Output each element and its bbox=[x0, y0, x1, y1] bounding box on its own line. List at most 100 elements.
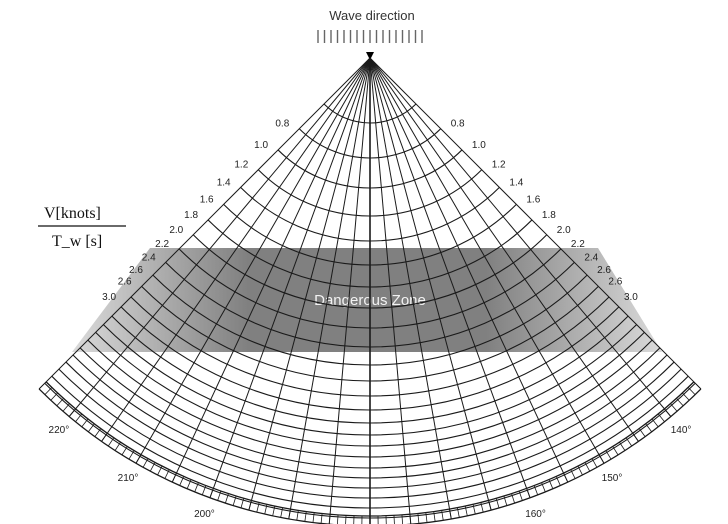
scale-tick bbox=[224, 493, 229, 504]
scale-tick bbox=[612, 446, 619, 456]
scale-tick bbox=[533, 485, 539, 496]
scale-tick bbox=[232, 495, 237, 506]
ratio-label-right: 1.6 bbox=[526, 194, 540, 205]
ratio-label-left: 1.6 bbox=[200, 194, 214, 205]
ratio-label-left: 1.4 bbox=[217, 177, 231, 188]
scale-tick bbox=[526, 488, 531, 498]
ratio-label-left: 3.0 bbox=[102, 292, 116, 303]
scale-tick bbox=[632, 432, 639, 442]
angle-label: 220° bbox=[49, 425, 70, 436]
polar-spoke bbox=[328, 57, 371, 524]
polar-spoke bbox=[369, 57, 672, 417]
scale-tick bbox=[664, 408, 672, 417]
ratio-label-left: 1.2 bbox=[234, 160, 248, 171]
ratio-label-right: 0.8 bbox=[451, 119, 465, 130]
scale-tick bbox=[101, 432, 108, 442]
scale-tick bbox=[240, 498, 245, 508]
scale-tick bbox=[464, 505, 468, 516]
scale-tick bbox=[62, 403, 70, 412]
ratio-label-right: 2.4 bbox=[584, 252, 598, 263]
scale-tick bbox=[217, 490, 222, 501]
scale-tick bbox=[598, 454, 605, 464]
polar-spoke bbox=[101, 57, 371, 442]
speed-label: V[knots] bbox=[44, 205, 101, 222]
ratio-label-right: 1.2 bbox=[492, 160, 506, 171]
scale-tick bbox=[563, 472, 569, 483]
scale-tick bbox=[38, 381, 47, 390]
scale-tick bbox=[433, 511, 436, 522]
scale-tick bbox=[488, 500, 492, 511]
scale-tick bbox=[570, 469, 576, 479]
ratio-label-right: 3.0 bbox=[624, 292, 638, 303]
period-label: T_w [s] bbox=[52, 233, 102, 250]
ratio-label-left: 2.0 bbox=[169, 225, 183, 236]
scale-tick bbox=[304, 511, 307, 522]
scale-tick bbox=[645, 423, 652, 433]
wave-direction-arrows bbox=[317, 30, 423, 60]
scale-tick bbox=[548, 479, 554, 489]
scale-tick bbox=[425, 512, 428, 523]
scale-tick bbox=[248, 500, 252, 511]
scale-tick bbox=[657, 413, 665, 422]
scale-tick bbox=[264, 504, 268, 515]
outer-arc bbox=[38, 388, 702, 524]
scale-tick bbox=[541, 482, 546, 493]
scale-tick bbox=[480, 502, 484, 513]
scale-tick bbox=[135, 454, 142, 464]
polar-spoke bbox=[135, 57, 371, 464]
scale-tick bbox=[651, 418, 659, 428]
scale-tick bbox=[186, 479, 192, 489]
scale-tick bbox=[518, 490, 523, 501]
scale-tick bbox=[179, 476, 185, 486]
ratio-label-left: 2.2 bbox=[155, 239, 169, 250]
scale-tick bbox=[68, 408, 76, 417]
scale-tick bbox=[209, 488, 214, 498]
scale-tick bbox=[417, 513, 420, 524]
polar-spoke bbox=[369, 57, 531, 498]
scale-tick bbox=[555, 476, 561, 486]
ratio-label-right: 1.8 bbox=[542, 210, 556, 221]
scale-tick bbox=[456, 507, 460, 518]
ratio-label-right: 1.4 bbox=[509, 177, 523, 188]
scale-tick bbox=[584, 462, 591, 472]
polar-spoke bbox=[209, 57, 371, 498]
scale-tick bbox=[272, 505, 276, 516]
apex-arrowhead bbox=[366, 52, 374, 60]
scale-tick bbox=[449, 508, 452, 519]
scale-tick bbox=[693, 381, 702, 390]
scale-tick bbox=[280, 507, 284, 518]
polar-spoke bbox=[369, 57, 492, 511]
scale-tick bbox=[50, 392, 58, 401]
scale-tick bbox=[625, 437, 633, 447]
ratio-label-left: 2.6 bbox=[129, 265, 143, 276]
scale-tick bbox=[164, 469, 170, 479]
scale-tick bbox=[511, 493, 516, 504]
polar-spoke bbox=[369, 57, 569, 483]
scale-tick bbox=[472, 504, 476, 515]
ratio-label-right: 2.6 bbox=[608, 276, 622, 287]
scale-tick bbox=[256, 502, 260, 513]
scale-tick bbox=[94, 428, 102, 437]
ratio-label-left: 2.4 bbox=[142, 252, 156, 263]
scale-tick bbox=[337, 514, 339, 524]
polar-spoke bbox=[369, 57, 412, 524]
scale-tick bbox=[194, 482, 199, 493]
polar-spoke bbox=[369, 57, 702, 390]
ratio-label-right: 2.2 bbox=[571, 239, 585, 250]
scale-tick bbox=[121, 446, 128, 456]
ratio-label-right: 2.0 bbox=[557, 225, 571, 236]
polar-spoke bbox=[369, 57, 452, 519]
scale-tick bbox=[345, 515, 347, 524]
scale-tick bbox=[149, 462, 156, 472]
scale-tick bbox=[670, 403, 678, 412]
scale-tick bbox=[409, 514, 412, 524]
angle-label: 210° bbox=[118, 473, 139, 484]
scale-tick bbox=[591, 458, 598, 468]
ratio-label-right: 2.6 bbox=[597, 265, 611, 276]
scale-tick bbox=[75, 413, 83, 422]
scale-tick bbox=[107, 437, 115, 447]
ratio-label-left: 1.8 bbox=[184, 210, 198, 221]
angle-label: 140° bbox=[671, 425, 692, 436]
scale-tick bbox=[638, 428, 646, 437]
